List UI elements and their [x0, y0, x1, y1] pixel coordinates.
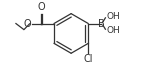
- Text: Cl: Cl: [83, 54, 93, 64]
- Text: O: O: [37, 2, 45, 12]
- Text: B: B: [98, 19, 105, 29]
- Text: O: O: [24, 19, 31, 29]
- Text: OH: OH: [106, 26, 120, 36]
- Text: OH: OH: [106, 12, 120, 21]
